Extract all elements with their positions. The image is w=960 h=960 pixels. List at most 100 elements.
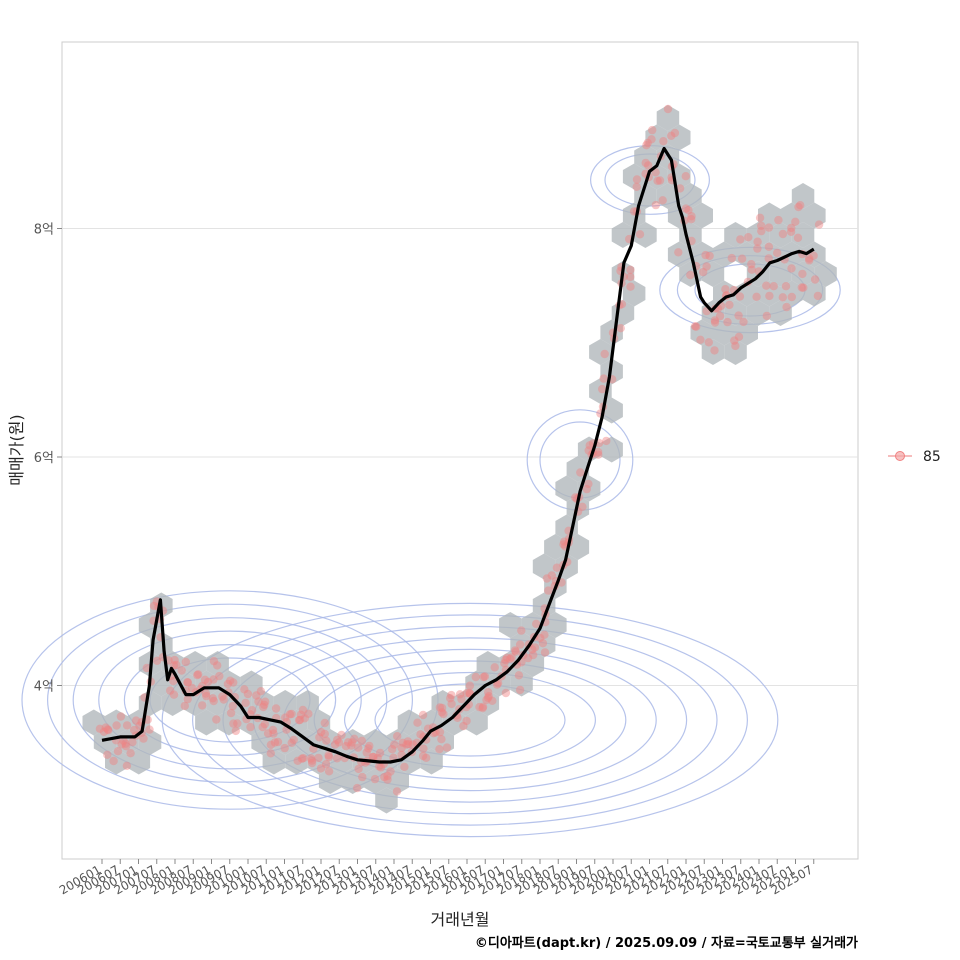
scatter-point bbox=[805, 254, 814, 263]
scatter-point bbox=[616, 324, 625, 333]
scatter-point bbox=[653, 176, 662, 185]
hexbin-cell bbox=[364, 729, 387, 755]
scatter-point bbox=[183, 678, 192, 687]
scatter-point bbox=[226, 708, 236, 718]
hexbin-cell bbox=[645, 124, 668, 151]
scatter-point bbox=[215, 671, 224, 681]
scatter-point bbox=[459, 721, 468, 731]
scatter-point bbox=[515, 685, 525, 695]
hexbin-cell bbox=[341, 729, 364, 755]
scatter-point bbox=[529, 650, 538, 660]
scatter-point bbox=[514, 671, 524, 680]
scatter-point bbox=[644, 161, 653, 170]
scatter-point bbox=[762, 281, 771, 290]
scatter-point bbox=[584, 479, 593, 489]
hexbin-cell bbox=[183, 651, 207, 677]
hexbin-cell bbox=[397, 709, 421, 736]
hexbin-cell bbox=[206, 651, 229, 677]
scatter-point bbox=[375, 748, 385, 758]
scatter-point bbox=[122, 761, 132, 770]
hexbin-cell bbox=[690, 241, 713, 268]
scatter-point bbox=[510, 646, 520, 655]
scatter-point bbox=[169, 676, 178, 686]
scatter-point bbox=[701, 250, 710, 260]
scatter-point bbox=[632, 175, 642, 184]
hexbin-cell bbox=[521, 651, 545, 677]
scatter-point bbox=[314, 753, 323, 763]
scatter-point bbox=[747, 265, 756, 274]
hexbin-cell bbox=[251, 690, 274, 716]
scatter-point bbox=[187, 683, 197, 693]
hexbin-cell bbox=[499, 651, 522, 677]
scatter-point bbox=[787, 264, 796, 273]
scatter-point bbox=[380, 772, 389, 782]
scatter-point bbox=[256, 687, 266, 696]
scatter-point bbox=[492, 680, 502, 689]
scatter-point bbox=[702, 262, 711, 271]
scatter-point bbox=[172, 660, 181, 670]
hexbin-cell bbox=[735, 241, 758, 268]
hexbin-cell bbox=[780, 280, 803, 307]
scatter-point bbox=[95, 724, 105, 733]
scatter-point bbox=[809, 251, 818, 260]
scatter-point bbox=[796, 201, 805, 210]
scatter-point bbox=[193, 670, 202, 680]
scatter-point bbox=[764, 254, 773, 263]
scatter-point bbox=[181, 657, 190, 667]
scatter-point bbox=[447, 690, 456, 700]
hexbin-cell bbox=[679, 183, 702, 209]
scatter-point bbox=[287, 709, 296, 719]
scatter-point bbox=[762, 311, 771, 321]
scatter-point bbox=[370, 774, 380, 784]
scatter-point bbox=[560, 537, 569, 546]
scatter-point bbox=[475, 702, 484, 712]
hexbin-cell bbox=[397, 748, 421, 775]
hexbin-cell bbox=[622, 280, 646, 307]
hexbin-cell bbox=[769, 300, 792, 326]
hexbin-cell bbox=[701, 339, 725, 365]
scatter-point bbox=[752, 292, 761, 301]
scatter-point bbox=[383, 775, 392, 784]
hexbin-cell bbox=[318, 768, 342, 794]
hexbin-cell bbox=[701, 261, 725, 287]
hexbin-cell bbox=[82, 709, 105, 736]
scatter-point bbox=[730, 336, 739, 345]
scatter-point bbox=[648, 125, 657, 135]
scatter-point bbox=[273, 737, 283, 747]
plot-panel bbox=[61, 41, 859, 860]
scatter-point bbox=[270, 738, 280, 747]
scatter-point bbox=[547, 571, 556, 580]
scatter-point bbox=[674, 248, 683, 257]
scatter-point bbox=[734, 311, 743, 320]
hexbin-cell bbox=[667, 241, 691, 268]
scatter-point bbox=[582, 484, 591, 494]
scatter-point bbox=[769, 282, 778, 291]
hexbin-cell bbox=[228, 690, 252, 716]
scatter-point bbox=[266, 740, 276, 749]
scatter-point bbox=[266, 749, 275, 758]
scatter-point bbox=[183, 678, 193, 687]
scatter-point bbox=[368, 752, 377, 762]
hexbin-cell bbox=[690, 319, 713, 346]
scatter-point bbox=[552, 563, 562, 572]
scatter-point bbox=[374, 762, 384, 771]
scatter-point bbox=[764, 242, 774, 251]
scatter-point bbox=[306, 754, 316, 763]
scatter-point bbox=[501, 688, 511, 698]
scatter-point bbox=[208, 694, 217, 703]
scatter-point bbox=[419, 744, 428, 753]
scatter-point bbox=[194, 670, 203, 679]
scatter-point bbox=[753, 237, 762, 246]
scatter-point bbox=[651, 200, 660, 210]
scatter-point bbox=[731, 341, 740, 351]
scatter-point bbox=[347, 738, 357, 747]
scatter-point bbox=[501, 655, 510, 665]
hexbin-cell bbox=[769, 261, 792, 287]
scatter-point bbox=[528, 645, 537, 654]
scatter-point bbox=[462, 689, 471, 698]
scatter-point bbox=[393, 732, 402, 741]
scatter-point bbox=[687, 215, 696, 224]
scatter-point bbox=[332, 754, 342, 763]
scatter-point bbox=[228, 701, 237, 711]
